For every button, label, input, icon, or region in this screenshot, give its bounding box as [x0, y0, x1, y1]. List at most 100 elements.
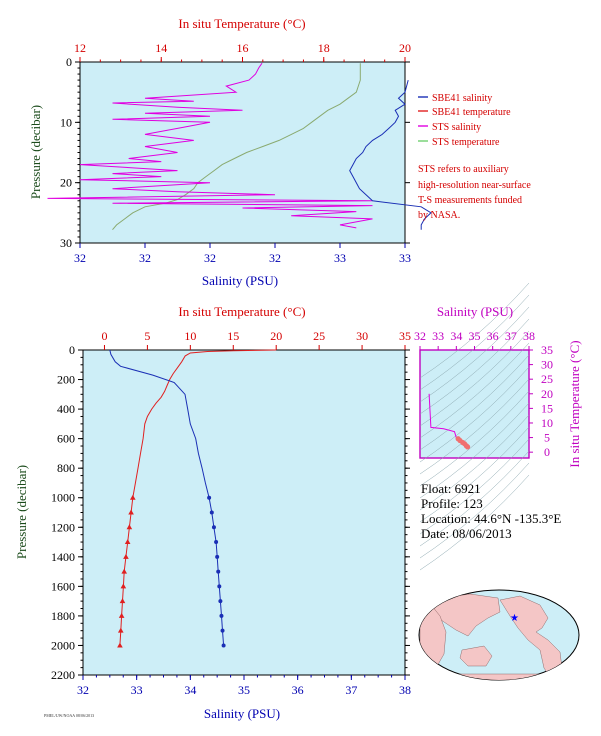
map-float-location-star: ★	[510, 613, 519, 624]
ts-density-contour	[419, 378, 530, 475]
ts-density-contour	[419, 318, 530, 415]
full-profile-pressure-tick-label: 1600	[51, 579, 75, 593]
near-surface-line-sbe41-salinity	[349, 79, 432, 230]
full-profile-marker-sbe41-temperature	[128, 509, 134, 515]
full-profile-series	[109, 349, 277, 648]
ts-plot-area	[419, 349, 530, 459]
full-profile-pressure-tick-label: 1000	[51, 491, 75, 505]
footer-stamp: PMEL/UW/NOAA 08/06/2013	[44, 713, 94, 718]
ts-salinity-tick-label: 38	[523, 329, 535, 343]
legend-label-sbe41-temperature: SBE41 temperature	[432, 107, 511, 118]
full-profile-marker-sbe41-salinity	[214, 540, 219, 545]
near-surface-salinity-tick-label: 32	[139, 251, 151, 265]
full-profile-marker-sbe41-salinity	[220, 628, 225, 633]
legend-label-sts-salinity: STS salinity	[432, 122, 481, 133]
near-surface-salinity-tick-label: 32	[269, 251, 281, 265]
ts-density-contour	[419, 462, 530, 559]
near-surface-line-sts-temperature	[112, 63, 361, 231]
ts-density-contour	[419, 330, 530, 427]
full-profile-marker-sbe41-salinity	[216, 569, 221, 574]
ts-density-contour	[419, 414, 530, 511]
full-profile-temp-axis-title: In situ Temperature (°C)	[178, 304, 305, 319]
map-land-australia	[459, 645, 493, 667]
ts-points	[428, 393, 471, 450]
ts-density-contour	[419, 438, 530, 535]
ts-salinity-tick-label: 32	[414, 329, 426, 343]
legend-note-line-4: by NASA.	[418, 210, 460, 221]
ts-temperature-tick-label: 20	[541, 387, 553, 401]
ts-temperature-tick-label: 5	[544, 431, 550, 445]
full-profile-temp-tick-label: 15	[227, 329, 239, 343]
near-surface-salinity-axis-title: Salinity (PSU)	[202, 273, 278, 288]
ts-density-contour	[419, 402, 530, 499]
near-surface-pressure-tick-label: 20	[60, 176, 72, 190]
ts-salinity-tick-label: 36	[487, 329, 499, 343]
near-surface-temp-tick-label: 20	[399, 41, 411, 55]
world-map: ★	[418, 589, 580, 681]
ts-temperature-tick-label: 30	[541, 358, 553, 372]
ts-density-contour	[419, 294, 530, 391]
legend-note-line-1: STS refers to auxiliary	[418, 164, 509, 175]
full-profile-temp-tick-label: 35	[399, 329, 411, 343]
full-profile-marker-sbe41-temperature	[117, 627, 124, 633]
full-profile-marker-sbe41-temperature	[123, 553, 129, 559]
info-profile: Profile: 123	[421, 496, 483, 511]
full-profile-temp-tick-label: 0	[101, 329, 107, 343]
full-profile-marker-sbe41-salinity	[209, 510, 214, 515]
ts-density-contour	[419, 450, 530, 547]
full-profile-marker-sbe41-salinity	[215, 554, 220, 559]
ts-salinity-tick-label: 33	[432, 329, 444, 343]
full-profile-marker-sbe41-temperature	[120, 583, 127, 589]
info-date: Date: 08/06/2013	[421, 526, 512, 541]
ts-profile-point	[464, 444, 471, 450]
full-profile-pressure-tick-label: 1800	[51, 609, 75, 623]
ts-temperature-tick-label: 15	[541, 401, 553, 415]
full-profile-temp-tick-label: 30	[356, 329, 368, 343]
full-profile-line-sbe41-salinity	[109, 349, 225, 646]
full-profile-pressure-tick-label: 1400	[51, 550, 75, 564]
map-land-americas	[499, 595, 563, 680]
full-profile-marker-sbe41-salinity	[207, 495, 212, 500]
ts-density-contour	[419, 354, 530, 451]
near-surface-salinity-ticks: 32 32 32 32 33 33	[74, 243, 411, 265]
full-profile-marker-sbe41-temperature	[126, 524, 133, 530]
full-profile-marker-sbe41-salinity	[218, 599, 223, 604]
ts-temperature-tick-label: 35	[541, 343, 553, 357]
ts-salinity-ticks: 32 33 34 35 36 37 38	[414, 329, 535, 350]
near-surface-salinity-tick-label: 32	[204, 251, 216, 265]
near-surface-salinity-tick-label: 33	[399, 251, 411, 265]
ts-density-contour	[419, 390, 530, 487]
full-profile-marker-sbe41-temperature	[121, 568, 128, 574]
legend-label-sts-temperature: STS temperature	[432, 137, 500, 148]
full-profile-salinity-tick-label: 33	[131, 683, 143, 697]
ts-density-contours	[419, 282, 530, 571]
full-profile-pressure-tick-label: 600	[57, 432, 75, 446]
ts-salinity-tick-label: 35	[469, 329, 481, 343]
near-surface-temp-ticks: 12 14 16 18 20	[74, 41, 411, 62]
info-float: Float: 6921	[421, 481, 481, 496]
full-profile-pressure-tick-label: 1200	[51, 520, 75, 534]
full-profile-pressure-tick-label: 2000	[51, 638, 75, 652]
full-profile-temp-tick-label: 20	[270, 329, 282, 343]
full-profile-marker-sbe41-salinity	[219, 613, 224, 618]
legend: SBE41 salinity SBE41 temperature STS sal…	[418, 93, 531, 221]
float-info: Float: 6921 Profile: 123 Location: 44.6°…	[421, 481, 561, 541]
full-profile-marker-sbe41-temperature	[119, 598, 126, 604]
ts-density-contour	[419, 342, 530, 439]
legend-label-sbe41-salinity: SBE41 salinity	[432, 93, 492, 104]
near-surface-pressure-tick-label: 10	[60, 115, 72, 129]
near-surface-salinity-tick-label: 33	[334, 251, 346, 265]
full-profile-pressure-tick-label: 2200	[51, 668, 75, 682]
full-profile-salinity-tick-label: 34	[184, 683, 196, 697]
full-profile-marker-sbe41-salinity	[211, 525, 216, 530]
full-profile-pressure-ticks: 0 200 400 600 800 1000 1200 1400 1600 1800 2000 220…	[51, 343, 410, 682]
full-profile-marker-sbe41-salinity	[221, 643, 226, 648]
near-surface-pressure-tick-label: 30	[60, 236, 72, 250]
near-surface-line-sts-salinity	[47, 62, 373, 229]
full-profile-salinity-tick-label: 35	[238, 683, 250, 697]
near-surface-series	[47, 62, 432, 231]
ts-diagram-panel: Salinity (PSU) 32 33 34 35 36 37 38 0510152025…	[414, 282, 582, 571]
ts-temperature-tick-label: 25	[541, 372, 553, 386]
full-profile-marker-sbe41-temperature	[130, 494, 136, 500]
